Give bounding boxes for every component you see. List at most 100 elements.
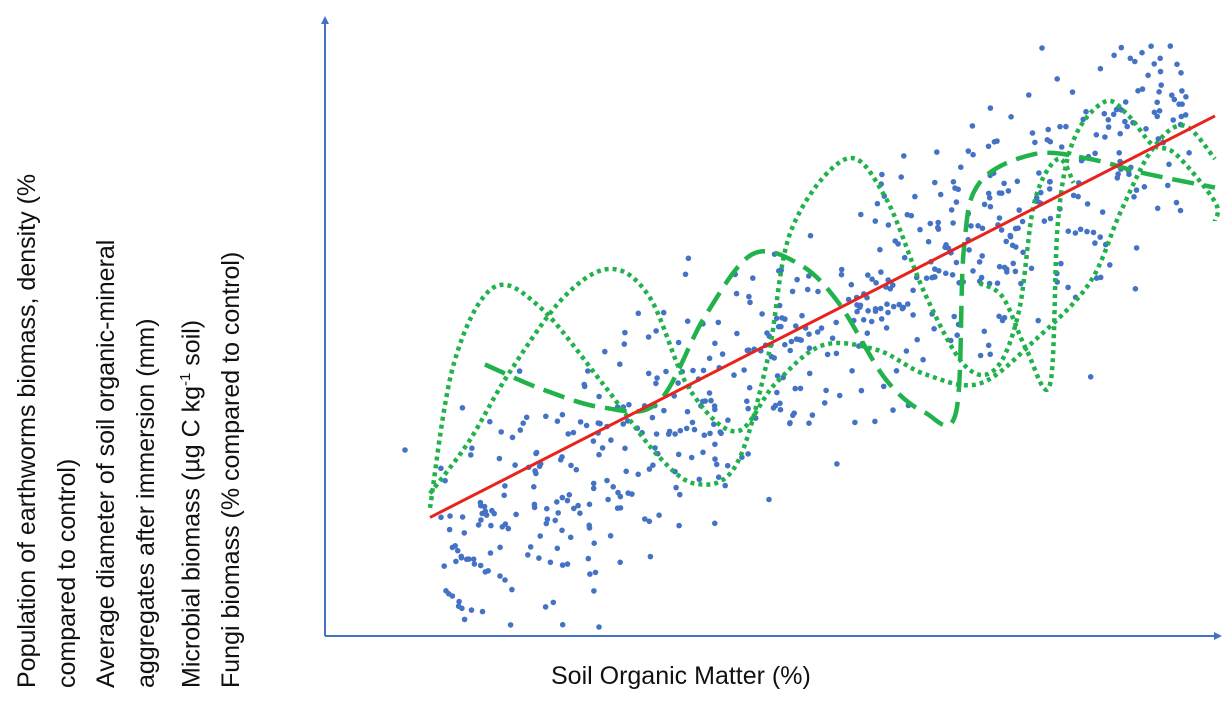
data-point xyxy=(970,151,976,158)
data-point xyxy=(797,385,804,392)
data-point xyxy=(932,179,938,186)
data-point xyxy=(815,288,821,295)
data-point xyxy=(531,504,538,511)
data-point xyxy=(932,274,938,280)
data-point xyxy=(1158,82,1164,88)
y-axis-label-superscript: -1 xyxy=(177,372,194,386)
data-point xyxy=(673,484,679,491)
data-point xyxy=(745,451,751,457)
data-point xyxy=(829,335,836,342)
data-point xyxy=(1127,55,1134,62)
data-point xyxy=(1116,150,1122,156)
data-point xyxy=(570,429,577,436)
data-point xyxy=(715,319,722,326)
data-point xyxy=(807,232,814,239)
data-point xyxy=(1032,139,1038,146)
data-point xyxy=(1124,123,1130,130)
data-point xyxy=(555,510,561,516)
data-point xyxy=(834,461,840,467)
data-point xyxy=(901,153,907,159)
data-point xyxy=(684,318,691,325)
data-point xyxy=(559,494,566,501)
data-point xyxy=(903,348,910,354)
data-point xyxy=(1013,244,1019,250)
data-point xyxy=(731,372,737,378)
data-point xyxy=(987,203,994,210)
data-point xyxy=(653,380,659,387)
data-point xyxy=(544,516,551,522)
data-point xyxy=(595,420,601,426)
data-point xyxy=(914,336,920,343)
data-point xyxy=(936,268,942,274)
data-point xyxy=(885,309,891,316)
data-point xyxy=(991,139,998,145)
data-point xyxy=(585,555,592,562)
data-point xyxy=(691,426,698,433)
data-point xyxy=(955,186,961,193)
data-point xyxy=(483,512,490,518)
data-point xyxy=(685,255,692,262)
data-point xyxy=(461,616,468,623)
data-point xyxy=(479,510,486,517)
data-point xyxy=(645,370,652,377)
data-point xyxy=(1087,374,1094,380)
data-point xyxy=(708,397,714,404)
data-point xyxy=(537,533,543,539)
dotted-curve xyxy=(978,98,1221,392)
data-point xyxy=(554,418,561,425)
data-point xyxy=(996,190,1003,196)
data-point xyxy=(977,352,984,359)
data-point xyxy=(937,191,944,198)
data-point xyxy=(672,431,678,437)
data-point xyxy=(1058,144,1065,150)
data-point xyxy=(1183,94,1189,100)
data-point xyxy=(985,143,992,150)
data-point xyxy=(950,179,957,185)
data-point xyxy=(1090,229,1097,236)
data-point xyxy=(1110,111,1117,118)
data-point xyxy=(994,280,1001,287)
data-point xyxy=(1179,101,1185,107)
data-point xyxy=(654,375,660,381)
data-point xyxy=(1007,232,1013,239)
data-point xyxy=(1001,264,1008,271)
data-point xyxy=(791,410,797,417)
data-point xyxy=(525,552,531,558)
data-point xyxy=(833,350,840,357)
data-point xyxy=(590,485,597,492)
data-point xyxy=(446,526,453,533)
data-point xyxy=(712,441,718,448)
data-point xyxy=(497,544,503,551)
data-point xyxy=(770,405,777,411)
data-point xyxy=(979,253,985,259)
data-point xyxy=(872,308,879,315)
data-point xyxy=(459,605,465,612)
data-point xyxy=(646,466,653,472)
data-point xyxy=(645,334,652,340)
data-point xyxy=(857,304,863,311)
data-point xyxy=(596,451,602,458)
data-point xyxy=(1047,215,1054,222)
data-point xyxy=(1069,89,1076,95)
dotted-curve xyxy=(428,123,1217,495)
data-point xyxy=(931,326,937,332)
data-point xyxy=(1029,130,1036,136)
data-point xyxy=(487,418,493,425)
data-point xyxy=(459,514,466,520)
data-point xyxy=(590,438,597,444)
data-point xyxy=(1143,126,1149,132)
data-point xyxy=(1020,249,1026,256)
data-point xyxy=(806,370,813,377)
data-point xyxy=(517,427,524,433)
data-point xyxy=(1157,68,1164,75)
data-point xyxy=(712,520,718,527)
data-point xyxy=(910,312,916,318)
data-point xyxy=(806,420,812,427)
data-point xyxy=(402,447,408,453)
data-point xyxy=(499,524,506,530)
data-point xyxy=(1039,45,1045,51)
data-point xyxy=(954,332,960,339)
data-point xyxy=(513,511,519,518)
data-point xyxy=(1102,134,1108,140)
data-point xyxy=(798,337,804,344)
